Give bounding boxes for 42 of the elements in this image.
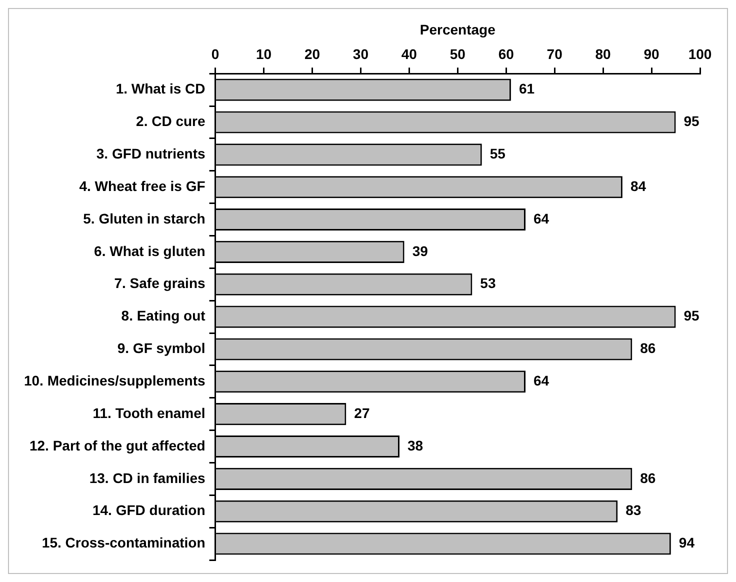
y-tick-label: 8. Eating out (121, 308, 206, 324)
data-label: 64 (534, 210, 550, 226)
y-tick-label: 4. Wheat free is GF (79, 178, 206, 194)
y-tick-label: 12. Part of the gut affected (29, 437, 206, 454)
x-tick-label: 20 (304, 46, 320, 62)
y-tick-label: 10. Medicines/supplements (24, 372, 206, 389)
data-label: 86 (640, 470, 656, 486)
y-tick-label: 3. GFD nutrients (96, 146, 206, 162)
data-label: 95 (684, 308, 700, 324)
data-label: 86 (640, 340, 656, 356)
x-tick-label: 100 (688, 46, 712, 62)
data-label: 53 (480, 275, 496, 292)
data-label: 27 (354, 404, 370, 421)
x-tick-label: 30 (352, 46, 369, 62)
data-label: 83 (626, 502, 642, 518)
data-label: 94 (678, 534, 695, 551)
y-tick-label: 11. Tooth enamel (92, 404, 206, 421)
data-label: 61 (518, 80, 535, 97)
y-tick-label: 7. Safe grains (114, 275, 206, 292)
y-tick-label: 15. Cross-contamination (42, 534, 206, 551)
x-tick-label: 60 (498, 46, 514, 62)
x-tick-label: 0 (211, 46, 220, 62)
data-label: 95 (684, 113, 700, 130)
x-axis-title: Percentage (420, 21, 496, 38)
y-tick-label: 13. CD in families (89, 470, 206, 486)
x-tick-label: 70 (546, 46, 563, 62)
x-tick-label: 10 (256, 46, 272, 62)
data-label: 39 (412, 242, 428, 259)
data-label: 64 (534, 372, 550, 389)
y-tick-label: 2. CD cure (136, 113, 206, 130)
x-tick-label: 40 (401, 46, 418, 62)
x-tick-label: 90 (644, 46, 660, 62)
data-label: 38 (407, 437, 424, 454)
y-tick-label: 14. GFD duration (92, 502, 206, 518)
data-label: 55 (490, 146, 506, 162)
x-tick-label: 50 (450, 46, 466, 62)
y-tick-label: 5. Gluten in starch (83, 210, 206, 226)
data-label: 84 (630, 178, 646, 194)
x-tick-label: 80 (595, 46, 612, 62)
y-tick-label: 6. What is gluten (94, 242, 206, 259)
y-tick-label: 9. GF symbol (117, 340, 206, 356)
y-tick-label: 1. What is CD (116, 80, 206, 97)
